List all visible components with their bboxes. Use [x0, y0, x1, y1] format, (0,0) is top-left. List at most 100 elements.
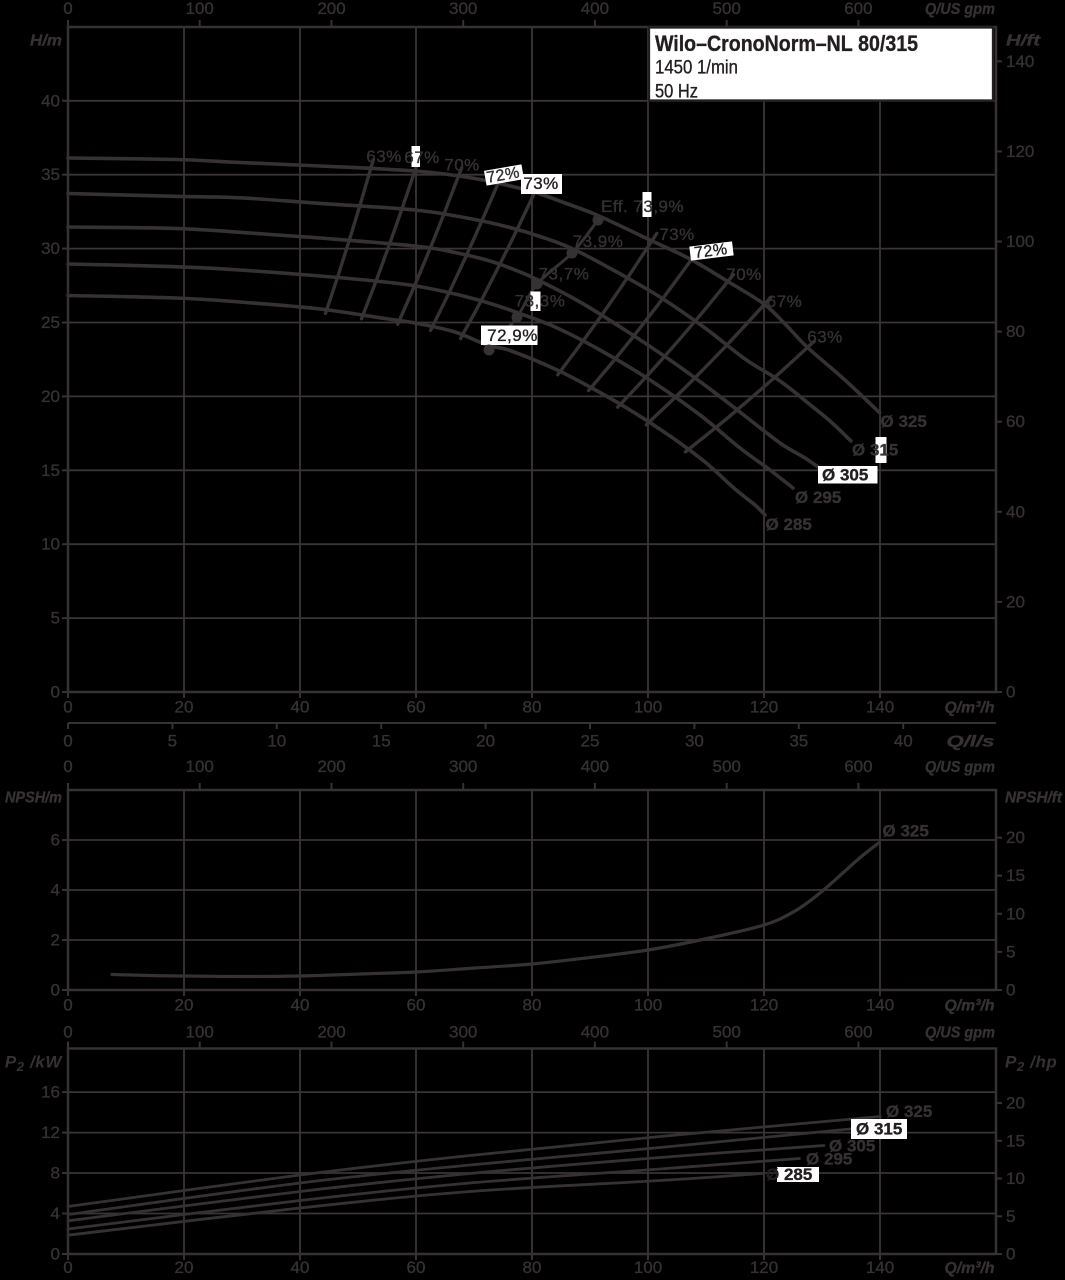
svg-text:40: 40	[291, 996, 310, 1015]
svg-text:Eff. 73,9%: Eff. 73,9%	[601, 197, 684, 216]
svg-text:500: 500	[713, 0, 741, 18]
svg-text:0: 0	[63, 757, 72, 776]
svg-text:Ø 315: Ø 315	[852, 441, 898, 460]
svg-text:30: 30	[41, 239, 60, 258]
svg-text:0: 0	[63, 0, 72, 18]
svg-text:200: 200	[317, 0, 345, 18]
svg-text:80: 80	[523, 996, 542, 1015]
svg-text:Q/m³/h: Q/m³/h	[945, 998, 995, 1015]
svg-text:72%: 72%	[485, 164, 521, 187]
svg-text:Ø 285: Ø 285	[766, 1165, 812, 1184]
svg-text:10: 10	[41, 535, 60, 554]
svg-text:20: 20	[175, 698, 194, 717]
svg-text:300: 300	[449, 0, 477, 18]
svg-text:Q/m³/h: Q/m³/h	[945, 1260, 995, 1277]
svg-text:5: 5	[1006, 942, 1015, 961]
svg-text:63%: 63%	[366, 147, 402, 166]
svg-text:15: 15	[1006, 866, 1025, 885]
svg-text:0: 0	[1006, 981, 1015, 1000]
svg-text:600: 600	[844, 0, 872, 18]
svg-text:4: 4	[51, 881, 60, 900]
svg-text:60: 60	[1006, 412, 1025, 431]
svg-text:30: 30	[685, 732, 704, 751]
svg-text:0: 0	[63, 1023, 72, 1042]
svg-text:73,3%: 73,3%	[515, 292, 566, 311]
svg-text:120: 120	[750, 1258, 778, 1277]
svg-text:0: 0	[1006, 683, 1015, 702]
svg-text:20: 20	[476, 732, 495, 751]
svg-text:Ø 305: Ø 305	[829, 1137, 875, 1156]
svg-text:Wilo–CronoNorm–NL 80/315: Wilo–CronoNorm–NL 80/315	[655, 31, 918, 56]
svg-text:67%: 67%	[767, 292, 803, 311]
svg-text:0: 0	[51, 981, 60, 1000]
svg-text:NPSH/ft: NPSH/ft	[1005, 790, 1063, 807]
svg-text:140: 140	[866, 698, 894, 717]
svg-text:40: 40	[41, 91, 60, 110]
svg-text:35: 35	[41, 165, 60, 184]
svg-text:Q/m³/h: Q/m³/h	[945, 700, 995, 717]
svg-text:140: 140	[866, 996, 894, 1015]
svg-text:H/m: H/m	[30, 33, 62, 50]
svg-text:P2 /kW: P2 /kW	[5, 1053, 63, 1075]
svg-text:Ø 285: Ø 285	[766, 515, 812, 534]
svg-text:15: 15	[41, 461, 60, 480]
svg-text:8: 8	[51, 1164, 60, 1183]
svg-text:0: 0	[63, 732, 72, 751]
svg-text:25: 25	[41, 313, 60, 332]
svg-text:63%: 63%	[807, 328, 843, 347]
svg-text:Q/US gpm: Q/US gpm	[925, 759, 995, 776]
svg-text:20: 20	[41, 387, 60, 406]
svg-text:400: 400	[581, 1023, 609, 1042]
svg-text:2: 2	[51, 931, 60, 950]
svg-text:72,9%: 72,9%	[487, 326, 538, 345]
svg-text:Q/US gpm: Q/US gpm	[925, 1025, 995, 1042]
svg-text:300: 300	[449, 757, 477, 776]
svg-text:140: 140	[1006, 52, 1034, 71]
svg-text:500: 500	[713, 1023, 741, 1042]
svg-text:73%: 73%	[523, 174, 559, 193]
svg-text:20: 20	[175, 996, 194, 1015]
svg-text:40: 40	[894, 732, 913, 751]
svg-text:60: 60	[407, 698, 426, 717]
svg-text:73%: 73%	[659, 225, 695, 244]
svg-text:100: 100	[186, 1023, 214, 1042]
svg-text:100: 100	[634, 698, 662, 717]
svg-text:100: 100	[634, 996, 662, 1015]
svg-text:100: 100	[186, 0, 214, 18]
svg-text:5: 5	[168, 732, 177, 751]
svg-text:60: 60	[407, 1258, 426, 1277]
svg-text:20: 20	[1006, 592, 1025, 611]
svg-text:40: 40	[1006, 502, 1025, 521]
svg-text:140: 140	[866, 1258, 894, 1277]
svg-text:10: 10	[267, 732, 286, 751]
svg-text:73,7%: 73,7%	[539, 265, 590, 284]
svg-text:70%: 70%	[444, 156, 480, 175]
svg-text:73,9%: 73,9%	[573, 232, 624, 251]
svg-text:H/ft: H/ft	[1006, 33, 1041, 50]
svg-text:600: 600	[844, 1023, 872, 1042]
svg-text:120: 120	[1006, 142, 1034, 161]
svg-text:0: 0	[1006, 1245, 1015, 1264]
svg-text:0: 0	[51, 683, 60, 702]
svg-text:Q/US gpm: Q/US gpm	[925, 1, 995, 18]
svg-text:67%: 67%	[404, 148, 440, 167]
svg-text:120: 120	[750, 996, 778, 1015]
svg-text:12: 12	[41, 1123, 60, 1142]
svg-text:NPSH/m: NPSH/m	[5, 790, 62, 807]
svg-text:Ø 325: Ø 325	[881, 412, 927, 431]
svg-text:0: 0	[63, 698, 72, 717]
svg-text:Ø 295: Ø 295	[795, 488, 841, 507]
svg-text:5: 5	[51, 609, 60, 628]
svg-text:10: 10	[1006, 1169, 1025, 1188]
svg-text:400: 400	[581, 0, 609, 18]
svg-text:Ø 305: Ø 305	[822, 466, 868, 485]
svg-text:15: 15	[1006, 1131, 1025, 1150]
svg-text:16: 16	[41, 1083, 60, 1102]
svg-text:4: 4	[51, 1204, 60, 1223]
svg-text:Q/l/s: Q/l/s	[947, 734, 995, 751]
svg-text:15: 15	[372, 732, 391, 751]
svg-text:Ø 325: Ø 325	[886, 1102, 932, 1121]
svg-text:60: 60	[407, 996, 426, 1015]
svg-text:0: 0	[63, 1258, 72, 1277]
svg-text:40: 40	[291, 1258, 310, 1277]
